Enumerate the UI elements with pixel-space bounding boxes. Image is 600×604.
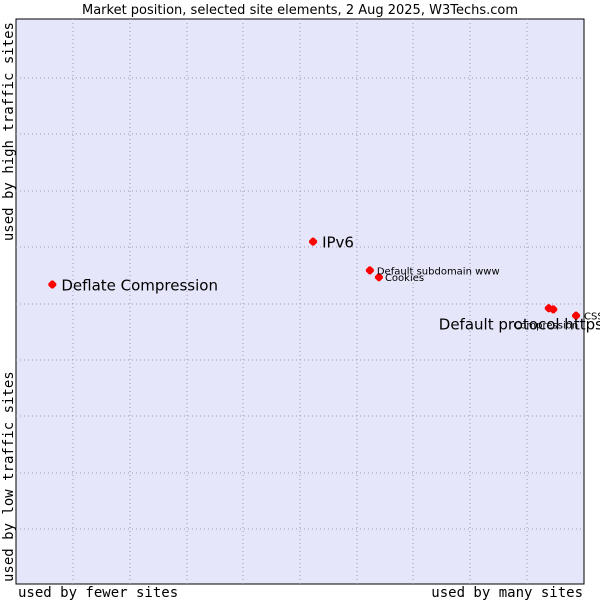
x-axis-label-right: used by many sites [431, 585, 583, 600]
point-label-cookies: Cookies [385, 273, 424, 284]
point-cookies [374, 273, 383, 282]
point-label-css: CSS [584, 312, 600, 323]
grid-lines [16, 19, 584, 584]
point-label-default-subdomain-www: Default subdomain www [377, 266, 500, 277]
y-axis-label-bottom: used by low traffic sites [1, 371, 17, 582]
point-deflate-compression [48, 280, 57, 289]
y-axis-label-top: used by high traffic sites [1, 22, 17, 241]
point-default-subdomain-www [365, 266, 374, 275]
point-compression [549, 305, 558, 314]
point-label-compression: Compression [513, 320, 578, 331]
data-points [48, 237, 581, 320]
point-ipv6 [309, 237, 318, 246]
point-label-deflate-compression: Deflate Compression [61, 277, 218, 295]
chart-title: Market position, selected site elements,… [82, 3, 518, 18]
point-labels: Deflate Compression IPv6 Default subdomain… [61, 234, 600, 334]
point-label-default-protocol-https: Default protocol https [439, 315, 600, 333]
x-axis-label-left: used by fewer sites [18, 585, 178, 600]
plot-area [15, 18, 585, 585]
point-label-ipv6: IPv6 [322, 234, 354, 252]
point-css [572, 311, 581, 320]
